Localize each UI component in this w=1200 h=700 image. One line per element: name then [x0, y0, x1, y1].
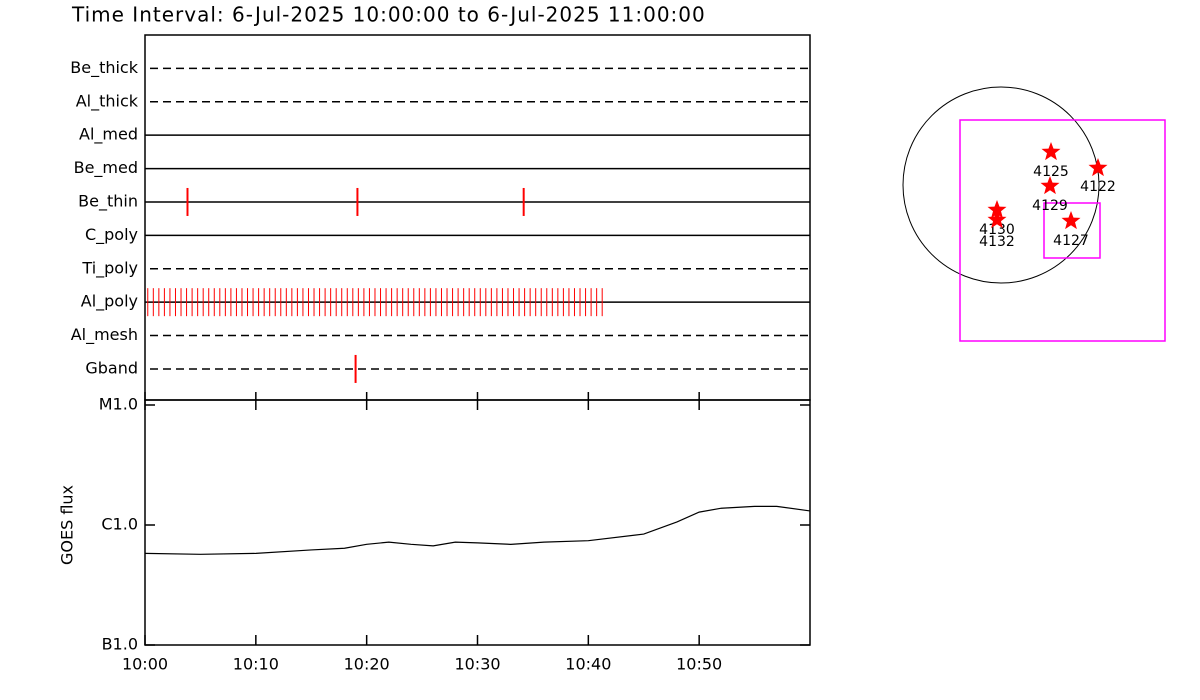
- region-star: [987, 200, 1007, 219]
- x-tick-label: 10:20: [344, 655, 390, 674]
- goes-frame: [144, 399, 811, 646]
- row-label: Al_poly: [81, 292, 138, 312]
- row-label: C_poly: [85, 225, 138, 245]
- row-label: Gband: [85, 358, 138, 377]
- region-label: 4122: [1080, 179, 1116, 195]
- region-star: [1040, 176, 1060, 195]
- region-star: [1041, 142, 1061, 161]
- row-label: Be_thin: [78, 191, 138, 211]
- row-label: Al_mesh: [71, 325, 138, 345]
- y-tick-label: C1.0: [101, 515, 138, 534]
- row-label: Al_med: [79, 125, 138, 145]
- x-tick-label: 10:50: [676, 655, 722, 674]
- y-tick-label: M1.0: [99, 395, 138, 414]
- region-star: [1061, 211, 1081, 230]
- x-tick-label: 10:10: [233, 655, 279, 674]
- region-star: [1088, 158, 1108, 177]
- row-label: Ti_poly: [81, 258, 138, 278]
- region-label: 4132: [979, 234, 1015, 250]
- fov-box: [1043, 202, 1101, 259]
- region-label: 4127: [1053, 233, 1089, 249]
- row-label: Al_thick: [76, 91, 139, 111]
- x-tick-label: 10:00: [122, 655, 168, 674]
- goes-curve: [144, 505, 811, 555]
- region-label: 4129: [1032, 198, 1068, 214]
- y-axis-label: GOES flux: [58, 485, 77, 565]
- region-label: 4130: [979, 222, 1015, 238]
- timeline-frame: [144, 34, 811, 401]
- fov-box: [959, 119, 1166, 342]
- chart-title: Time Interval: 6-Jul-2025 10:00:00 to 6-…: [71, 3, 706, 27]
- sun-disk: [902, 86, 1100, 284]
- x-tick-label: 10:40: [565, 655, 611, 674]
- region-star: [987, 210, 1007, 229]
- region-label: 4125: [1033, 164, 1069, 180]
- x-tick-label: 10:30: [454, 655, 500, 674]
- y-tick-label: B1.0: [102, 635, 138, 654]
- row-label: Be_thick: [70, 58, 138, 78]
- row-label: Be_med: [74, 158, 138, 178]
